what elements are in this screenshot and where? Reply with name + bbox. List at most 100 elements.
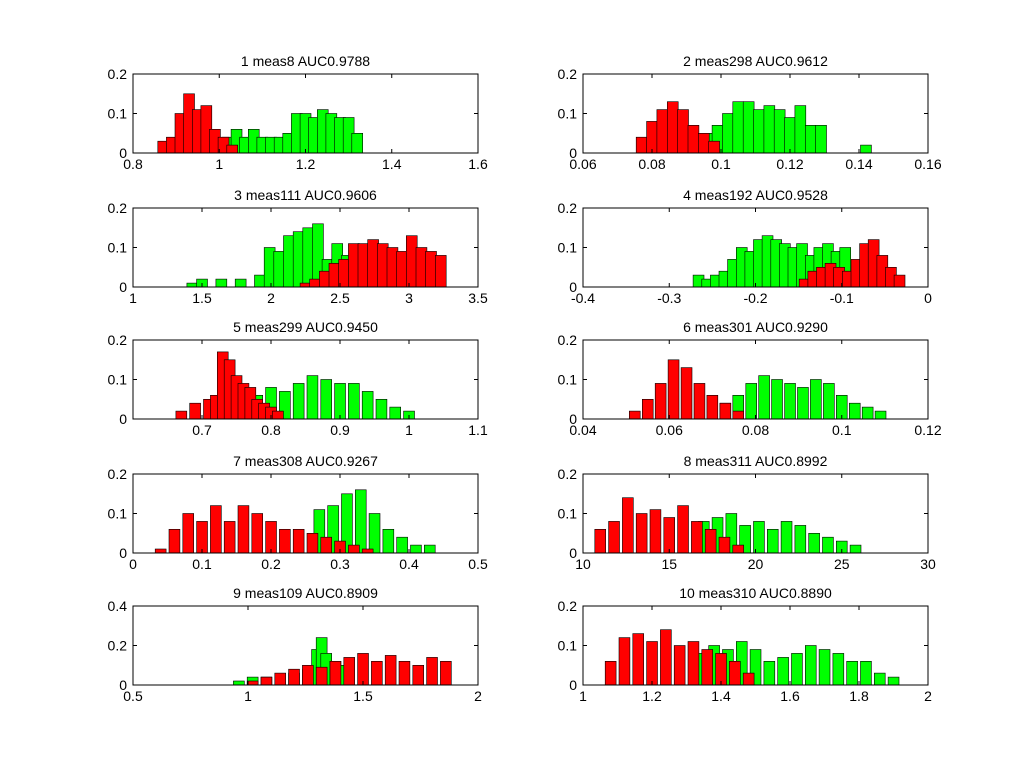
histogram-bar — [251, 513, 264, 554]
histogram-bar — [343, 657, 355, 686]
x-tick-label: 2.5 — [330, 290, 350, 306]
subplot-title: 3 meas111 AUC0.9606 — [234, 187, 377, 203]
histogram-bar — [646, 641, 658, 686]
histogram-bar — [873, 672, 886, 686]
histogram-bar — [154, 548, 167, 554]
histogram-bar — [306, 375, 319, 420]
subplot-title: 4 meas192 AUC0.9528 — [683, 187, 828, 203]
histogram-bar — [348, 383, 360, 420]
histogram-bar — [351, 133, 363, 154]
y-tick-label: 0.2 — [108, 332, 128, 348]
series-2 — [154, 505, 374, 554]
histogram-bar — [732, 101, 744, 154]
histogram-bar — [361, 391, 374, 420]
histogram-bar — [328, 262, 341, 288]
histogram-bar — [389, 406, 401, 420]
histogram-bar — [849, 544, 862, 554]
histogram-bar — [265, 521, 277, 554]
histogram-bar — [673, 645, 686, 686]
x-tick-label: 0.7 — [192, 422, 212, 438]
subplot-9: 0.5 1 1.5 2 0 0.2 0.4 9 meas109 AUC0.8909 — [108, 585, 483, 704]
subplot-8: 10 15 20 25 30 0 0.1 0.2 8 meas311 AUC0.8992 — [558, 453, 936, 572]
x-tick-label: 0 — [924, 290, 932, 306]
histogram-bar — [234, 278, 247, 288]
y-tick-label: 0 — [119, 545, 127, 561]
x-tick-label: 0.08 — [638, 156, 665, 172]
histogram-bar — [384, 655, 397, 686]
histogram-bar — [715, 653, 727, 686]
subplot-title: 8 meas311 AUC0.8992 — [684, 453, 828, 469]
x-tick-label: 0.5 — [468, 556, 488, 572]
histogram-bar — [753, 109, 765, 154]
histogram-bar — [832, 653, 845, 686]
histogram-bar — [680, 367, 693, 420]
x-tick-label: 0.3 — [330, 556, 350, 572]
histogram-bar — [732, 544, 744, 554]
histogram-bar — [226, 144, 239, 154]
histogram-bar — [334, 383, 346, 420]
histogram-bar — [410, 544, 422, 554]
histogram-bar — [666, 101, 679, 154]
histogram-bar — [246, 680, 259, 686]
x-tick-label: 3.5 — [468, 290, 488, 306]
histogram-bar — [718, 536, 731, 554]
histogram-bar — [697, 133, 710, 154]
histogram-bar — [263, 247, 276, 288]
subplot-title: 9 meas109 AUC0.8909 — [233, 585, 378, 601]
x-tick-label: 1.2 — [296, 156, 316, 172]
x-tick-label: 0.1 — [192, 556, 212, 572]
histogram-bar — [794, 525, 807, 554]
x-tick-label: 1.8 — [849, 688, 869, 704]
x-tick-label: 0.9 — [330, 422, 350, 438]
histogram-bar — [237, 505, 250, 554]
histogram-bar — [273, 251, 285, 288]
histogram-bar — [771, 379, 783, 420]
subplot-7: 0 0.1 0.2 0.3 0.4 0.5 0 0.1 0.2 7 meas308 AUC0.92… — [108, 453, 488, 572]
x-tick-label: 1.6 — [468, 156, 488, 172]
histogram-bar — [628, 410, 641, 420]
histogram-bar — [292, 528, 305, 554]
histogram-bar — [315, 666, 328, 686]
histogram-bar — [797, 387, 809, 420]
histogram-bar — [338, 259, 350, 288]
y-tick-label: 0.1 — [558, 506, 578, 522]
y-tick-label: 0.2 — [108, 466, 128, 482]
x-tick-label: 1.4 — [711, 688, 731, 704]
y-tick-label: 0.4 — [108, 598, 128, 614]
histogram-bar — [398, 660, 411, 686]
histogram-bar — [168, 528, 181, 554]
x-tick-label: 0.12 — [776, 156, 803, 172]
y-tick-label: 0.1 — [108, 240, 128, 256]
histogram-bar — [423, 544, 436, 554]
histogram-bar — [848, 402, 861, 420]
plot-area — [132, 339, 479, 420]
histogram-bar — [299, 282, 312, 288]
histogram-bar — [742, 672, 755, 686]
histogram-bar — [804, 125, 817, 154]
histogram-bar — [223, 521, 236, 554]
x-tick-label: 30 — [920, 556, 936, 572]
histogram-bar — [354, 489, 367, 554]
histogram-bar — [175, 410, 188, 420]
subplot-title: 10 meas310 AUC0.8890 — [679, 585, 832, 601]
histogram-bar — [777, 657, 789, 686]
histogram-bar — [722, 113, 734, 154]
histogram-bar — [753, 521, 765, 554]
histogram-bar — [758, 375, 770, 420]
x-tick-label: 0.8 — [261, 422, 281, 438]
histogram-bar — [656, 109, 669, 154]
y-tick-label: 0.1 — [558, 106, 578, 122]
y-tick-label: 0.2 — [108, 66, 128, 82]
x-tick-label: 0.06 — [656, 422, 683, 438]
y-tick-label: 0.2 — [108, 200, 128, 216]
x-tick-label: -0.4 — [571, 290, 595, 306]
histogram-bar — [808, 532, 820, 554]
histogram-bar — [677, 109, 689, 154]
histogram-bar — [706, 394, 719, 420]
histogram-bar — [425, 251, 437, 288]
x-tick-label: 1 — [579, 688, 587, 704]
histogram-bar — [283, 235, 295, 288]
histogram-bar — [663, 517, 675, 554]
histogram-bar — [784, 117, 796, 154]
histogram-bar — [745, 383, 757, 420]
